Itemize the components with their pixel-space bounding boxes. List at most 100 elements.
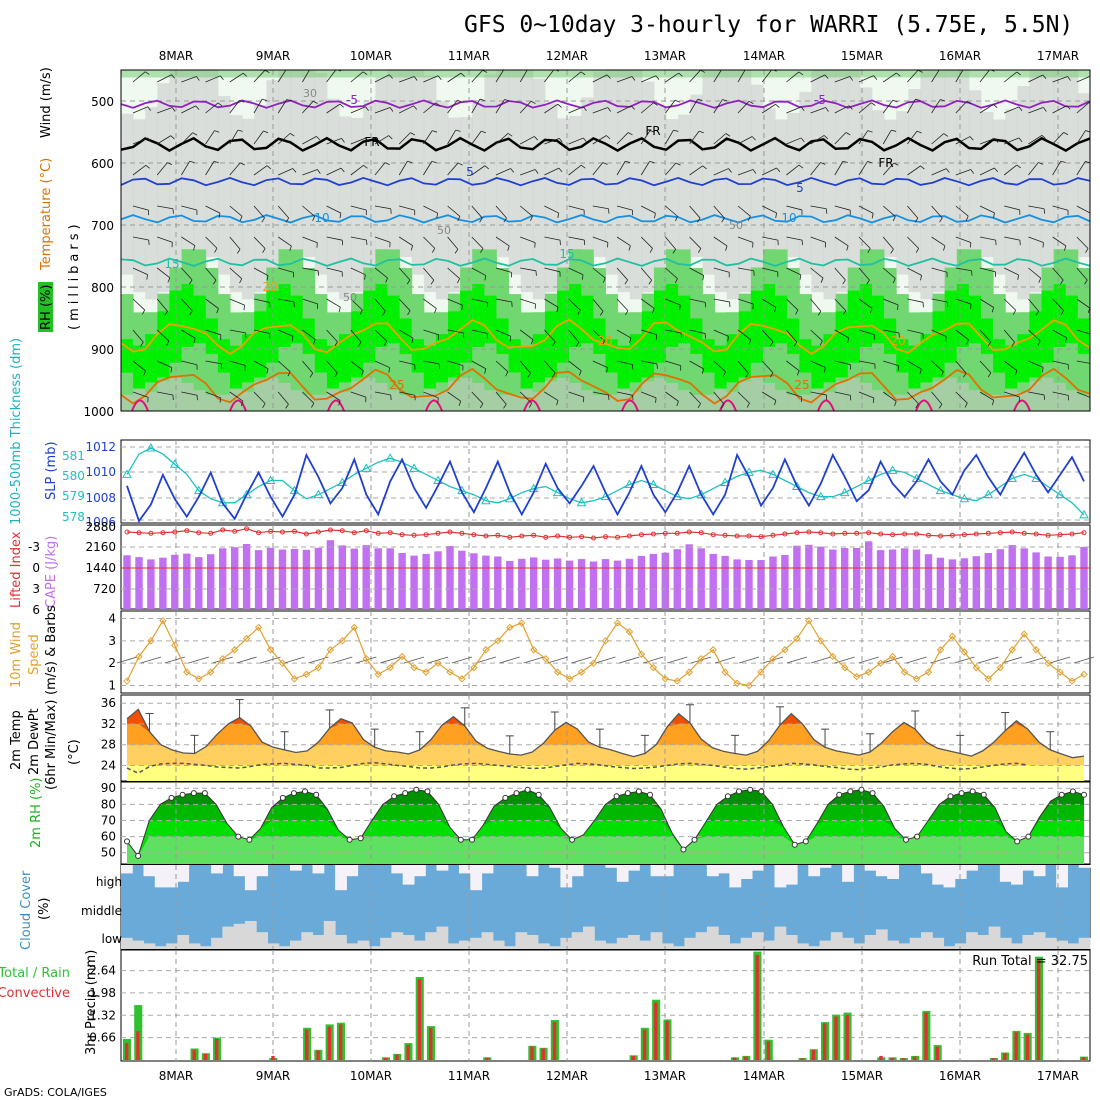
rh-low-cell	[629, 382, 643, 411]
wind-barb	[568, 329, 580, 343]
cloud-high-clear	[605, 865, 618, 868]
cloud-low-fill	[470, 937, 483, 949]
lifted-index-point	[543, 534, 549, 540]
cloud-low-fill	[515, 932, 528, 949]
wind10m-point	[793, 634, 801, 643]
isotherm-30-segment	[425, 399, 443, 411]
wind-barb-feather	[966, 339, 969, 345]
wind-barb-feather	[872, 397, 875, 403]
wind-barb-feather	[655, 397, 657, 403]
wind-barb	[132, 298, 145, 311]
cloud-high-clear	[470, 865, 483, 891]
wind-barb	[471, 70, 483, 83]
wind-barb-feather	[891, 129, 897, 132]
wind10m-point	[673, 677, 681, 685]
wind-barb-feather	[434, 308, 437, 314]
rh-bright-cell	[629, 334, 643, 392]
wind-barb	[544, 298, 559, 308]
cloud-layer-label-2: low	[102, 932, 123, 946]
wind-barb	[447, 360, 464, 366]
wind-barb-feather	[776, 167, 781, 173]
wind-barb-feather	[334, 372, 338, 378]
cape-bar	[817, 546, 825, 609]
lifted-index-point	[722, 532, 728, 538]
wind-barb-feather	[1041, 135, 1046, 139]
wind-barb-feather	[1017, 274, 1020, 280]
rh-low-cell	[968, 390, 982, 411]
wind10m-point	[434, 659, 442, 667]
wind-barb-feather	[431, 160, 437, 164]
cloud-high-clear	[436, 865, 449, 871]
cloud-high-clear	[921, 865, 933, 874]
wind-barb	[713, 168, 729, 176]
wind-barb	[689, 165, 703, 176]
rh2m-axis-label: 2m RH (%)	[29, 777, 44, 848]
rh-low-cell	[823, 382, 837, 411]
wind-barb	[882, 72, 897, 83]
wind-barb-feather	[748, 339, 752, 345]
cloud-low-fill	[988, 926, 1001, 949]
wind-barb	[665, 360, 681, 366]
wind-barb	[520, 236, 536, 243]
wind-barb	[640, 130, 651, 145]
wind-barb	[592, 205, 609, 210]
wind-barb-feather	[1060, 279, 1064, 285]
rh-bright-cell	[1017, 334, 1030, 392]
cape-bar	[434, 551, 442, 610]
wind-barb-feather	[1011, 341, 1015, 347]
cloud-low-fill	[447, 943, 460, 949]
cloud-high-clear	[402, 865, 415, 885]
wind-barb	[1052, 391, 1069, 396]
wind10m-point	[721, 668, 729, 676]
rh-bright-cell	[896, 339, 909, 373]
rh-grey-cell	[508, 70, 522, 275]
cloud-low-fill	[1044, 937, 1057, 949]
cloud-low-fill	[706, 926, 719, 949]
wind-barb-feather	[170, 135, 175, 140]
wind-barb	[931, 391, 943, 405]
wind-barb	[592, 360, 608, 368]
rh-bright-cell	[399, 318, 413, 354]
wind-barb	[277, 70, 287, 83]
wind-barb	[616, 161, 626, 176]
wind10m-axis-label-3: (m/s) & Barbs	[44, 605, 59, 695]
lifted-index-point	[890, 532, 896, 538]
cape-bar	[996, 549, 1004, 609]
wind-barb-feather	[484, 275, 487, 281]
cape-bar	[254, 550, 263, 609]
slp-axis-label: SLP (mb)	[44, 441, 59, 500]
precip-convective-bar	[901, 1058, 906, 1060]
wind-barb-feather	[240, 400, 244, 406]
wind-barb	[665, 236, 676, 250]
lifted-index-point	[997, 530, 1003, 536]
wind-barb-feather	[530, 100, 536, 104]
temp2m-axis-label-2: 2m DewPt	[27, 708, 42, 775]
bottom-date-9: 17MAR	[1037, 1069, 1079, 1083]
rh-grey-cell	[387, 70, 401, 250]
cloud-high-clear	[1011, 865, 1023, 885]
wind-barb	[398, 267, 411, 281]
wind-barb	[398, 298, 411, 311]
isotherm-label-10: 15	[559, 247, 574, 261]
wind-barb	[302, 205, 315, 217]
wind10m-point	[326, 646, 335, 654]
wind-barb-feather	[410, 245, 414, 251]
wind-barb-feather	[823, 135, 829, 140]
wind-barb-feather	[842, 160, 848, 163]
cloud-high-clear	[752, 865, 764, 871]
temp2m-tick-0: 36	[101, 696, 116, 710]
rh-bright-cell	[121, 339, 134, 373]
wind-barb	[157, 74, 172, 83]
wind-barb-feather	[291, 336, 294, 342]
wind10m-point	[745, 681, 753, 690]
wind-barb	[1028, 329, 1041, 342]
wind-barb-feather	[720, 404, 725, 409]
cape-bar	[422, 553, 430, 609]
wind-barb	[1028, 298, 1040, 312]
rh-grey-cell	[496, 70, 510, 258]
wind10m-barb	[188, 656, 209, 664]
wind10m-point	[398, 652, 406, 661]
wind-barb-feather	[338, 307, 341, 313]
